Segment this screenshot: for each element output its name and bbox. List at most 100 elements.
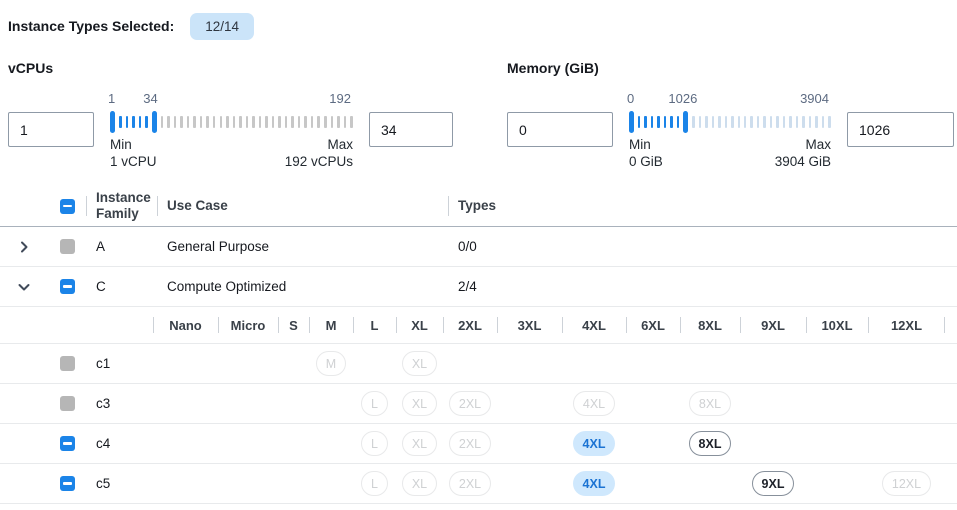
family-checkbox-c[interactable]	[59, 279, 75, 294]
size-column-header-l: L	[370, 317, 379, 333]
column-header-use-case: Use Case	[167, 198, 228, 214]
slider-tick	[324, 116, 327, 128]
family-name: A	[96, 239, 106, 254]
instance-checkbox-c3	[59, 396, 75, 411]
memory-lower-tick-label: 0	[627, 91, 635, 106]
select-all-checkbox[interactable]	[59, 198, 75, 214]
instance-checkbox-c5[interactable]	[59, 476, 75, 491]
slider-tick	[193, 116, 196, 128]
size-chip-c4-8xl[interactable]: 8XL	[688, 431, 732, 456]
vcpus-lower-handle[interactable]	[110, 111, 115, 133]
vcpus-max-input[interactable]	[369, 112, 453, 147]
size-column-header-s: S	[289, 317, 298, 333]
chevron-right-icon[interactable]	[17, 240, 31, 254]
size-chip-c5-l: L	[361, 471, 388, 496]
vcpus-lower-tick-label: 1	[108, 91, 116, 106]
slider-tick	[663, 116, 667, 128]
slider-tick	[698, 116, 702, 128]
slider-tick	[304, 116, 307, 128]
size-column-header-8xl: 8XL	[698, 317, 722, 333]
memory-upper-tick-label: 1026	[668, 91, 698, 106]
size-chip-c1-xl: XL	[401, 351, 438, 376]
instance-checkbox-c1	[59, 356, 75, 371]
instance-row-c5: c5 L XL 2XL 4XL 9XL 12XL	[0, 464, 957, 504]
slider-tick	[815, 116, 818, 128]
memory-range-slider[interactable]: 0 1026 3904 Min 0 GiB Max 3904 GiB	[627, 91, 831, 170]
slider-tick	[180, 116, 183, 128]
vcpus-min-input[interactable]	[8, 112, 94, 147]
slider-tick	[125, 116, 129, 128]
instance-row-c1: c1 M XL	[0, 344, 957, 384]
slider-tick	[343, 116, 347, 128]
selected-count-badge: 12/14	[190, 12, 255, 40]
size-chip-c5-4xl[interactable]: 4XL	[572, 471, 616, 496]
column-divider	[443, 317, 444, 333]
memory-max-input[interactable]	[847, 112, 954, 147]
instance-checkbox-c4[interactable]	[59, 436, 75, 451]
filters: vCPUs 1 34 192 Min 1 vCPU	[8, 60, 957, 170]
size-column-header-2xl: 2XL	[458, 317, 482, 333]
size-chip-c4-xl: XL	[401, 431, 438, 456]
size-chip-c4-4xl[interactable]: 4XL	[572, 431, 616, 456]
slider-tick	[317, 116, 320, 128]
selected-count-label: Instance Types Selected:	[8, 18, 175, 34]
slider-tick	[718, 116, 721, 128]
selection-summary: Instance Types Selected: 12/14	[8, 10, 957, 42]
slider-tick	[650, 116, 654, 128]
slider-tick	[206, 116, 209, 128]
slider-tick	[173, 116, 177, 128]
slider-tick	[337, 116, 340, 128]
slider-tick	[297, 116, 301, 128]
vcpus-upper-handle[interactable]	[151, 111, 157, 133]
slider-tick	[310, 116, 314, 128]
slider-tick	[330, 116, 334, 128]
memory-lower-handle[interactable]	[629, 111, 634, 133]
size-column-header-10xl: 10XL	[821, 317, 853, 333]
memory-upper-handle[interactable]	[683, 111, 689, 133]
vcpus-range-slider[interactable]: 1 34 192 Min 1 vCPU Max 192 vCPUs	[108, 91, 353, 170]
size-column-header-6xl: 6XL	[641, 317, 665, 333]
slider-tick	[350, 116, 353, 128]
slider-tick	[769, 116, 773, 128]
column-header-types: Types	[458, 198, 497, 214]
slider-tick	[291, 116, 294, 128]
slider-tick	[219, 116, 222, 128]
slider-tick	[750, 116, 753, 128]
size-column-header-nano: Nano	[169, 317, 202, 333]
memory-min-detail: 0 GiB	[629, 154, 663, 169]
slider-tick	[808, 116, 812, 128]
chevron-down-icon[interactable]	[17, 280, 31, 294]
slider-tick	[119, 116, 122, 128]
slider-tick	[789, 116, 792, 128]
slider-tick	[258, 116, 262, 128]
vcpus-upper-tick-label: 34	[143, 91, 158, 106]
slider-tick	[731, 116, 734, 128]
size-column-header-3xl: 3XL	[517, 317, 542, 333]
vcpus-max-caption: Max	[327, 137, 353, 152]
column-divider	[278, 317, 279, 333]
size-chip-c3-xl: XL	[401, 391, 438, 416]
slider-tick	[145, 116, 148, 128]
slider-tick	[670, 116, 673, 128]
slider-tick	[160, 116, 164, 128]
size-column-header-4xl: 4XL	[582, 317, 606, 333]
slider-tick	[278, 116, 281, 128]
memory-min-input[interactable]	[507, 112, 613, 147]
types-count: 0/0	[458, 239, 477, 254]
instance-family-table: Instance Family Use Case Types A General …	[0, 186, 957, 504]
slider-tick	[132, 116, 135, 128]
slider-tick	[756, 116, 760, 128]
family-checkbox-a	[59, 239, 75, 254]
table-header-row: Instance Family Use Case Types	[0, 186, 957, 227]
slider-tick	[763, 116, 766, 128]
column-divider	[944, 317, 945, 333]
slider-tick	[232, 116, 236, 128]
memory-max-detail: 3904 GiB	[774, 154, 831, 169]
column-divider	[157, 196, 158, 216]
size-chip-c3-l: L	[361, 391, 388, 416]
size-chip-c3-2xl: 2XL	[448, 391, 492, 416]
size-chip-c5-xl: XL	[401, 471, 438, 496]
slider-tick	[795, 116, 799, 128]
memory-end-tick-label: 3904	[800, 91, 829, 106]
size-chip-c5-9xl[interactable]: 9XL	[751, 471, 795, 496]
